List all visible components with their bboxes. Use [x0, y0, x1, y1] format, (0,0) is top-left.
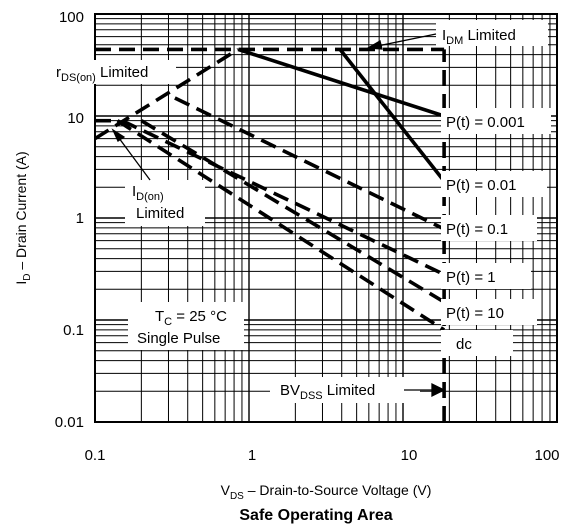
rds-on-limited-label: rDS(on) Limited: [56, 64, 148, 84]
y-tick-labels: 0.01 0.1 1 10 100: [55, 9, 84, 431]
chart-title: Safe Operating Area: [239, 507, 392, 524]
x-tick-label: 0.1: [85, 447, 106, 464]
limit-annotations: IDM Limited rDS(on) Limited ID(on) Limit…: [56, 27, 516, 402]
annotation-arrows: [111, 33, 446, 398]
x-tick-label: 1: [248, 447, 256, 464]
series-line: [116, 119, 446, 332]
series-line: [174, 96, 445, 231]
series-label: P(t) = 1: [446, 269, 496, 286]
id-on-limited-line2: Limited: [136, 205, 184, 222]
limit-line: [95, 47, 240, 141]
y-tick-label: 1: [76, 210, 84, 227]
series-line: [121, 119, 445, 277]
single-pulse-label: Single Pulse: [137, 330, 220, 347]
bvdss-arrowhead: [431, 382, 446, 398]
series-line: [338, 48, 446, 183]
series-label: P(t) = 0.1: [446, 221, 508, 238]
series-line: [140, 119, 446, 304]
curves-group: [95, 47, 446, 422]
series-label: dc: [456, 336, 472, 353]
bvdss-limited-label: BVDSS Limited: [280, 382, 375, 402]
x-axis-label: VDS – Drain-to-Source Voltage (V): [221, 482, 432, 502]
y-tick-label: 10: [67, 110, 84, 127]
y-axis-label: ID – Drain Current (A): [13, 151, 33, 284]
series-label: P(t) = 10: [446, 305, 504, 322]
plot-frame: [94, 13, 558, 423]
x-tick-label: 100: [534, 447, 559, 464]
y-tick-label: 100: [59, 9, 84, 26]
series-label: P(t) = 0.01: [446, 177, 516, 194]
y-tick-label: 0.01: [55, 414, 84, 431]
tc-label: TC = 25 °C: [155, 308, 227, 328]
series-line: [237, 47, 445, 118]
idm-arrowhead: [365, 40, 383, 50]
series-label: P(t) = 0.001: [446, 114, 525, 131]
idm-limited-label: IDM Limited: [442, 27, 516, 47]
idon-arrowhead: [111, 128, 126, 142]
y-tick-label: 0.1: [63, 322, 84, 339]
x-tick-label: 10: [401, 447, 418, 464]
x-tick-labels: 0.1 1 10 100: [85, 447, 560, 464]
id-on-limited-label: ID(on): [132, 183, 164, 203]
series-labels: P(t) = 0.001 P(t) = 0.01 P(t) = 0.1 P(t)…: [446, 114, 525, 353]
